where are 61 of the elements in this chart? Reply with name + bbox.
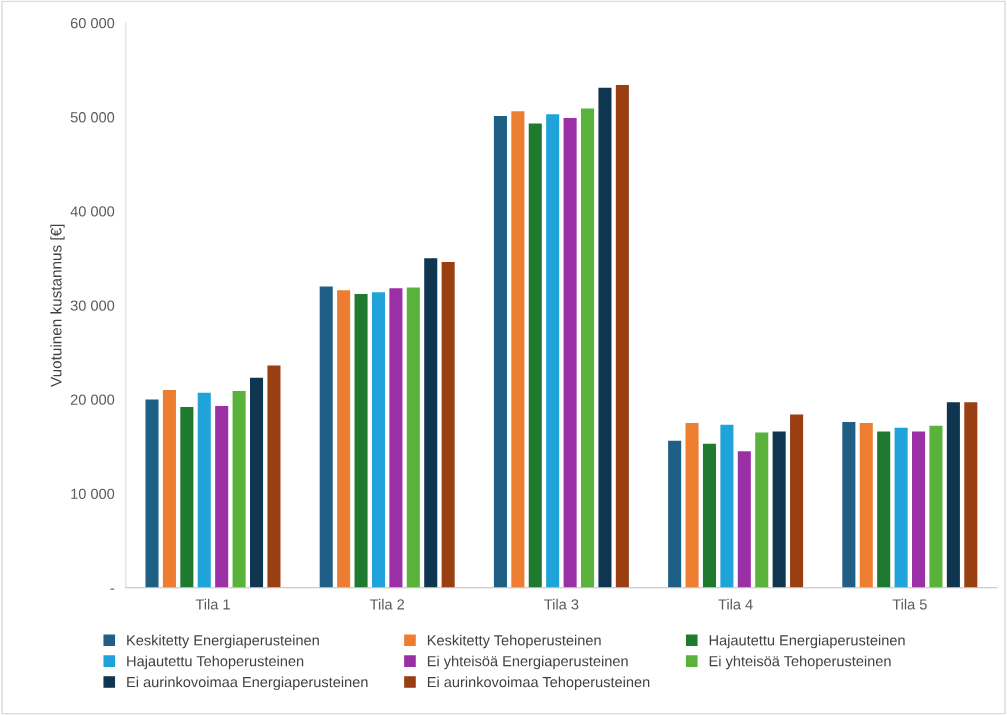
bar xyxy=(929,425,943,588)
bar xyxy=(912,431,926,588)
bar xyxy=(389,288,403,588)
bar xyxy=(581,108,595,588)
bar xyxy=(894,427,908,588)
bar xyxy=(946,402,960,588)
legend-label: Ei aurinkovoimaa Tehoperusteinen xyxy=(427,676,650,691)
bar xyxy=(964,402,978,588)
bar xyxy=(615,85,629,588)
x-tick-label: Tila 1 xyxy=(195,598,230,610)
legend-label: Keskitetty Tehoperusteinen xyxy=(427,634,601,649)
legend-label: Keskitetty Energiaperusteinen xyxy=(127,634,319,649)
bar xyxy=(772,431,786,588)
legend-label: Ei aurinkovoimaa Energiaperusteinen xyxy=(127,676,368,691)
bar xyxy=(441,262,455,588)
bar xyxy=(145,399,159,588)
bar xyxy=(250,377,264,588)
bar xyxy=(528,123,542,588)
bar xyxy=(180,406,194,588)
legend-label: Hajautettu Tehoperusteinen xyxy=(127,655,304,670)
legend-label: Ei yhteisöä Tehoperusteinen xyxy=(709,655,891,670)
y-tick-label: 30 000 xyxy=(70,300,115,311)
y-tick-label: 50 000 xyxy=(70,112,115,123)
bar xyxy=(877,431,891,588)
bar xyxy=(406,287,420,588)
bar xyxy=(598,87,612,588)
bar xyxy=(668,440,682,588)
bar xyxy=(702,443,717,588)
bar xyxy=(232,390,246,588)
bar xyxy=(267,365,281,588)
bar xyxy=(737,451,751,588)
bar xyxy=(337,290,351,588)
bar xyxy=(354,294,368,588)
bar xyxy=(215,406,229,588)
bar xyxy=(842,422,856,588)
bar xyxy=(859,422,873,588)
bar xyxy=(546,114,560,588)
bar xyxy=(493,116,507,588)
y-tick-label: 20 000 xyxy=(70,394,115,405)
bar xyxy=(511,111,525,588)
bar xyxy=(720,424,734,588)
legend-label: Ei yhteisöä Energiaperusteinen xyxy=(427,655,628,670)
bar xyxy=(319,286,333,588)
y-tick-label: 10 000 xyxy=(71,488,115,500)
x-tick-label: Tila 2 xyxy=(369,598,405,610)
x-tick-label: Tila 3 xyxy=(544,598,579,610)
y-tick-label: 60 000 xyxy=(70,17,115,29)
bar xyxy=(162,390,176,588)
bar xyxy=(197,392,211,588)
bar xyxy=(424,258,438,588)
bar xyxy=(563,117,577,588)
y-axis-title: Vuotuinen kustannus [€] xyxy=(50,224,65,387)
bar xyxy=(790,414,804,588)
legend-label: Hajautettu Energiaperusteinen xyxy=(709,634,905,649)
x-tick-label: Tila 4 xyxy=(718,598,753,610)
bar xyxy=(371,292,386,588)
bar xyxy=(685,422,699,588)
x-tick-label: Tila 5 xyxy=(892,598,927,610)
y-tick-label: 40 000 xyxy=(70,206,115,217)
y-tick-label: - xyxy=(110,588,115,590)
bar xyxy=(755,432,769,588)
